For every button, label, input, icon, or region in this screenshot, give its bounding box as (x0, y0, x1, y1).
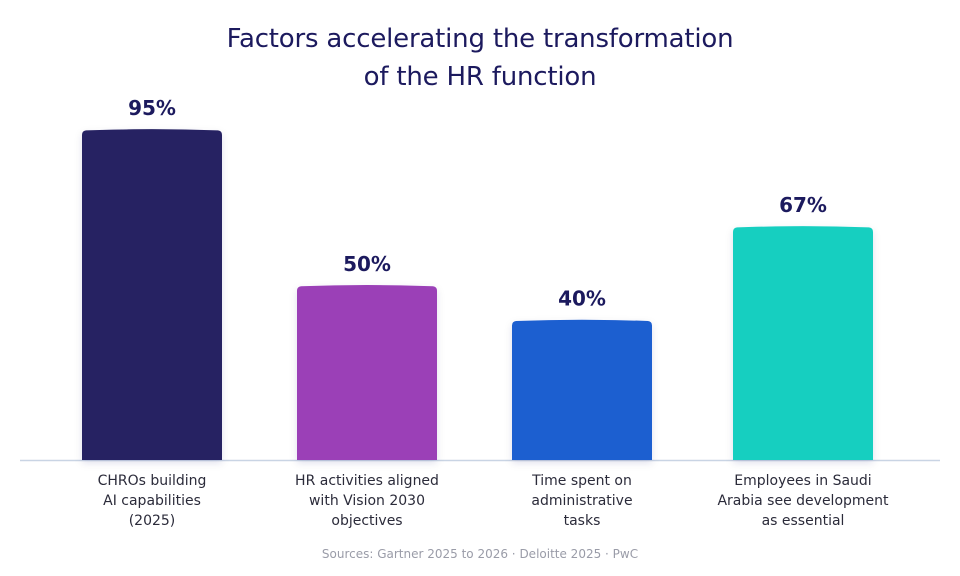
source-note: Sources: Gartner 2025 to 2026 · Deloitte… (321, 547, 639, 561)
chart-title-line-1: Factors accelerating the transformation (226, 24, 734, 54)
bar-4 (733, 226, 873, 460)
category-label-4-line-3: as essential (762, 513, 845, 529)
category-label-4-line-2: Arabia see development (717, 493, 889, 509)
bar-1 (82, 129, 222, 461)
category-label-4-line-1: Employees in Saudi (734, 473, 871, 489)
value-label-2: 50% (343, 252, 391, 276)
chart-title: Factors accelerating the transformation … (180, 20, 780, 96)
category-label-3-line-3: tasks (564, 513, 601, 529)
category-label-3-line-1: Time spent on (531, 473, 632, 489)
category-label-1-line-3: (2025) (129, 513, 176, 529)
chart-title-line-2: of the HR function (363, 62, 597, 92)
bar-2 (297, 285, 437, 460)
value-label-1: 95% (128, 96, 176, 120)
category-label-2-line-1: HR activities aligned (295, 473, 439, 489)
value-label-4: 67% (779, 193, 827, 217)
category-label-2-line-2: with Vision 2030 (309, 493, 425, 509)
category-label-1-line-2: AI capabilities (103, 493, 201, 509)
category-label-2-line-3: objectives (331, 513, 402, 529)
category-label-1-line-1: CHROs building (98, 473, 207, 489)
value-label-3: 40% (558, 286, 606, 310)
bar-3 (512, 319, 652, 460)
category-label-3-line-2: administrative (531, 493, 632, 509)
